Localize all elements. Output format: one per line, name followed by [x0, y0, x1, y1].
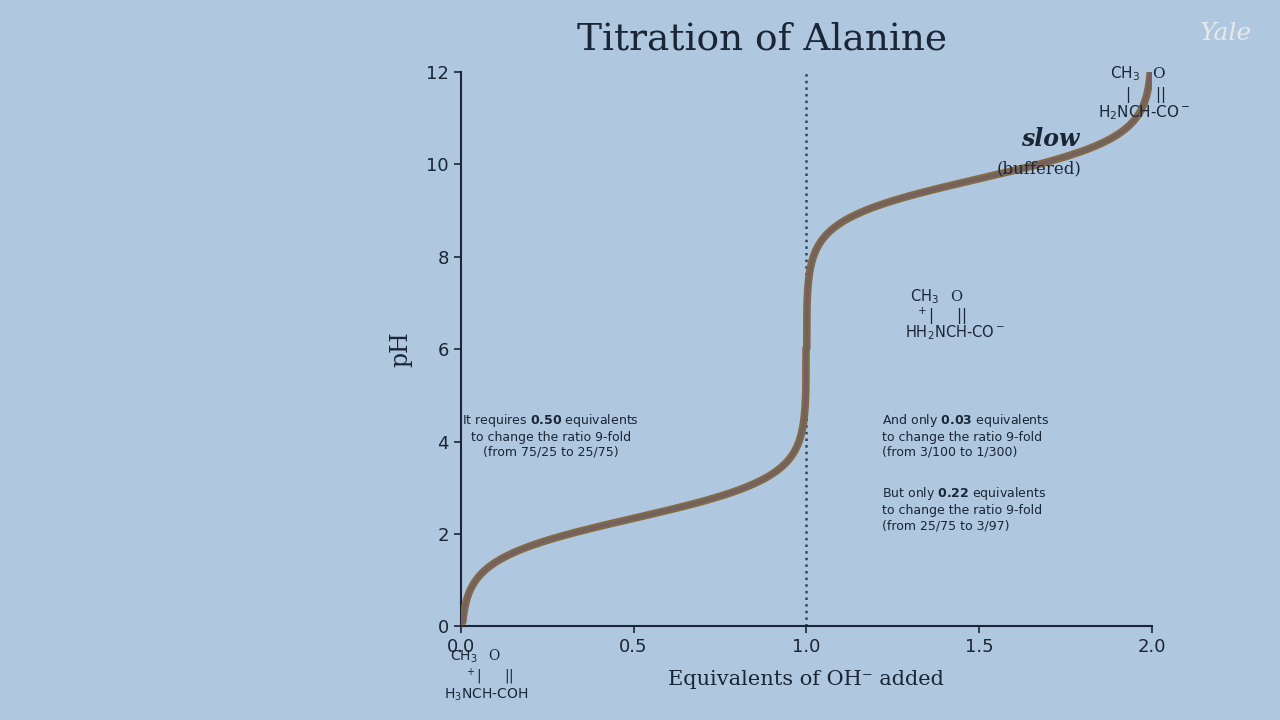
Text: (buffered): (buffered)	[997, 161, 1082, 178]
Text: $\rm H_3NCH\text{-}COH$: $\rm H_3NCH\text{-}COH$	[444, 686, 527, 703]
Text: $\rm \;\;|\;\;\;\;\;\;||$: $\rm \;\;|\;\;\;\;\;\;||$	[1117, 85, 1166, 105]
Text: $\rm CH_3\;\;$ O: $\rm CH_3\;\;$ O	[451, 647, 502, 665]
Text: $\rm \;\;^+|\;\;\;\;\;\;||$: $\rm \;\;^+|\;\;\;\;\;\;||$	[457, 667, 515, 688]
Text: $\rm HH_2NCH\text{-}CO^-$: $\rm HH_2NCH\text{-}CO^-$	[905, 324, 1005, 343]
Text: It requires $\bf{0.50}$ equivalents
to change the ratio 9-fold
(from 75/25 to 25: It requires $\bf{0.50}$ equivalents to c…	[462, 412, 639, 459]
Text: But only $\bf{0.22}$ equivalents
to change the ratio 9-fold
(from 25/75 to 3/97): But only $\bf{0.22}$ equivalents to chan…	[882, 485, 1047, 533]
Text: slow: slow	[1020, 127, 1079, 151]
Text: $\rm CH_3\;\;$ O: $\rm CH_3\;\;$ O	[910, 287, 964, 305]
Text: $\rm CH_3\;\;$ O: $\rm CH_3\;\;$ O	[1110, 65, 1166, 84]
X-axis label: Equivalents of OH⁻ added: Equivalents of OH⁻ added	[668, 670, 945, 689]
Text: Yale: Yale	[1199, 22, 1252, 45]
Text: $\rm H_2NCH\text{-}CO^-$: $\rm H_2NCH\text{-}CO^-$	[1098, 104, 1190, 122]
Text: $\rm ^+|\;\;\;\;\;\;||$: $\rm ^+|\;\;\;\;\;\;||$	[915, 305, 968, 327]
Text: Titration of Alanine: Titration of Alanine	[576, 22, 947, 58]
Y-axis label: pH: pH	[389, 331, 412, 367]
Text: And only $\bf{0.03}$ equivalents
to change the ratio 9-fold
(from 3/100 to 1/300: And only $\bf{0.03}$ equivalents to chan…	[882, 412, 1050, 459]
